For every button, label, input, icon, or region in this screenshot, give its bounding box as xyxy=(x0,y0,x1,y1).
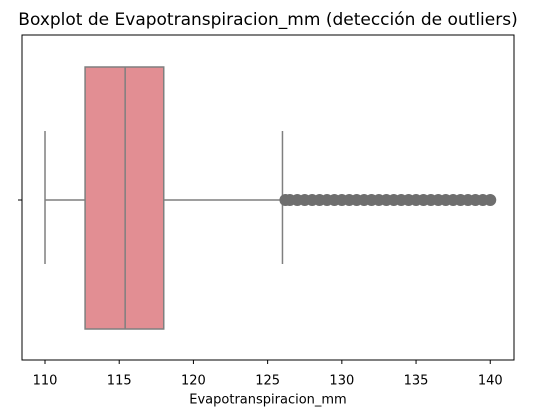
chart-title: Boxplot de Evapotranspiracion_mm (detecc… xyxy=(18,10,517,30)
outlier xyxy=(484,194,497,206)
x-tick-label: 110 xyxy=(33,374,58,389)
x-tick-label: 135 xyxy=(404,374,429,389)
x-tick-label: 115 xyxy=(107,374,132,389)
x-axis-label: Evapotranspiracion_mm xyxy=(189,393,346,408)
x-tick-label: 130 xyxy=(329,374,354,389)
x-tick-label: 120 xyxy=(181,374,206,389)
x-tick-label: 125 xyxy=(255,374,280,389)
x-tick-label: 140 xyxy=(478,374,503,389)
